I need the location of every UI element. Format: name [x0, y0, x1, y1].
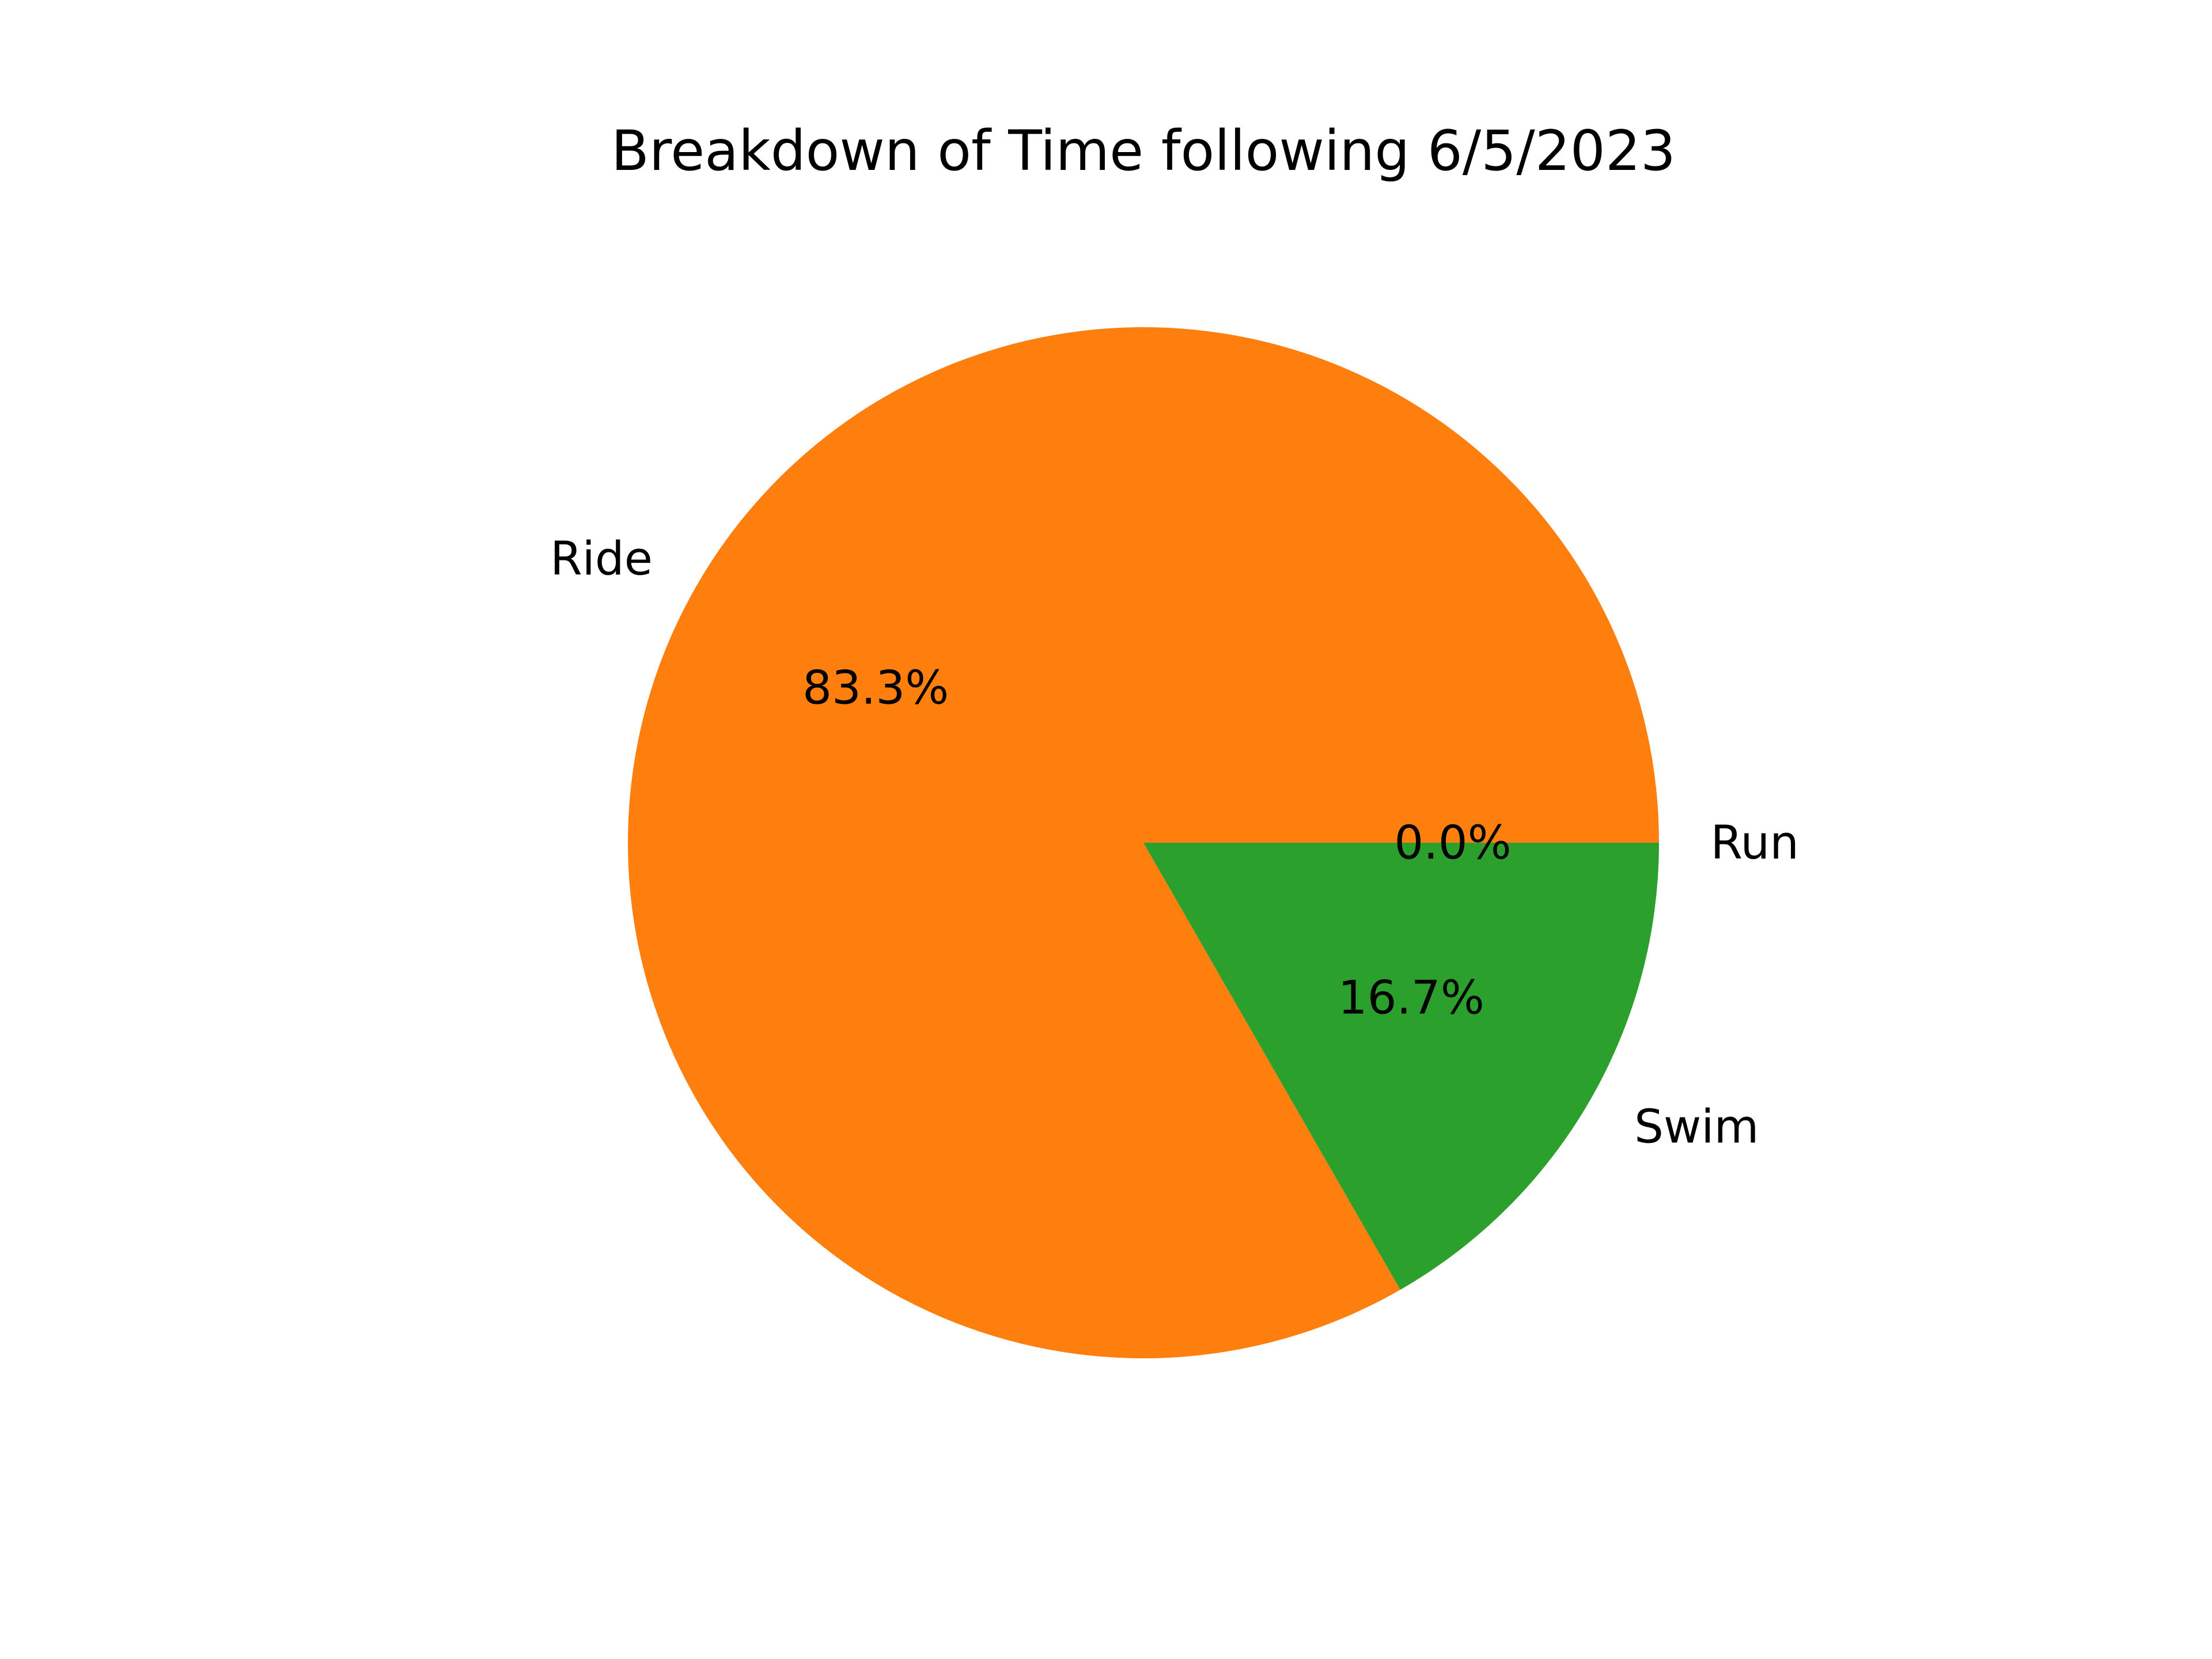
- slice-swim: [1143, 843, 1659, 1290]
- slice-label-ride: Ride: [550, 532, 653, 585]
- pie-slices: [627, 327, 1659, 1359]
- slice-label-swim: Swim: [1634, 1100, 1759, 1154]
- slice-percent-swim: 16.7%: [1338, 971, 1484, 1024]
- chart-title: Breakdown of Time following 6/5/2023: [611, 119, 1676, 183]
- slice-percent-run: 0.0%: [1394, 816, 1511, 870]
- slice-label-run: Run: [1711, 816, 1799, 870]
- slice-ride: [627, 327, 1659, 1359]
- slice-percent-ride: 83.3%: [802, 661, 949, 715]
- pie-labels: Run 0.0% Ride 83.3% Swim 16.7%: [550, 532, 1799, 1153]
